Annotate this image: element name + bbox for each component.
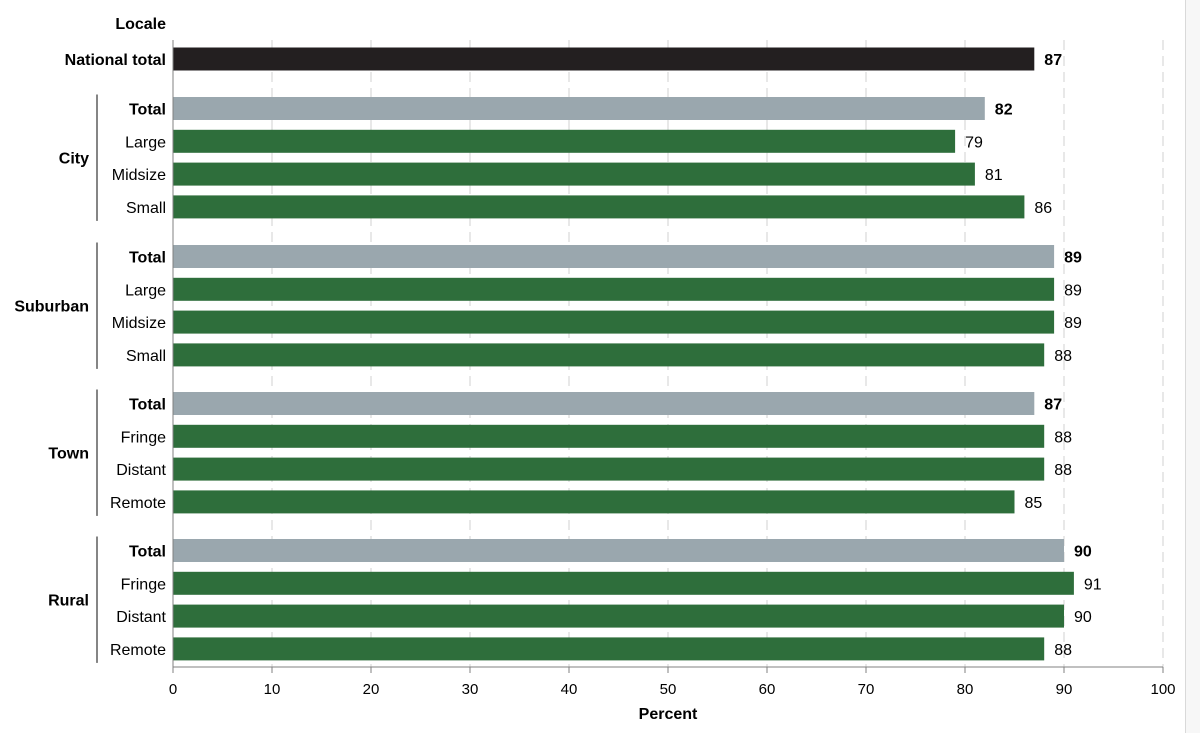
bar-city-small (173, 195, 1025, 219)
x-tick-label: 80 (957, 681, 974, 698)
category-label: Large (125, 282, 166, 299)
category-label: Large (125, 134, 166, 151)
bar-suburban-large (173, 277, 1055, 301)
data-label: 88 (1054, 462, 1072, 479)
x-tick-label: 70 (858, 681, 875, 698)
data-label: 91 (1084, 576, 1102, 593)
data-label: 87 (1044, 397, 1062, 414)
group-label: City (59, 151, 89, 168)
x-tick-label: 10 (264, 681, 281, 698)
bar-city-total (173, 97, 985, 120)
data-label: 89 (1064, 315, 1082, 332)
data-label: 88 (1054, 642, 1072, 659)
category-label: Total (129, 544, 166, 561)
bar-rural-total (173, 539, 1064, 562)
group-label: Suburban (14, 299, 89, 316)
bar-town-remote (173, 490, 1015, 514)
category-label: Total (129, 250, 166, 267)
window-edge (1185, 0, 1200, 733)
x-tick-label: 60 (759, 681, 776, 698)
category-label: Remote (110, 642, 166, 659)
bar-city-midsize (173, 162, 975, 186)
category-label: Remote (110, 495, 166, 512)
category-label: Midsize (112, 315, 166, 332)
data-label: 90 (1074, 609, 1092, 626)
data-label: 88 (1054, 348, 1072, 365)
data-label: 90 (1074, 544, 1092, 561)
category-label: Distant (116, 609, 166, 626)
bar-town-distant (173, 457, 1045, 481)
bar-national-total (173, 47, 1035, 71)
bar-rural-fringe (173, 571, 1074, 595)
x-axis: 0 10 20 30 40 50 60 70 80 90 100 (169, 40, 1176, 698)
x-tick-label: 0 (169, 681, 177, 698)
category-label: Distant (116, 462, 166, 479)
data-label: 86 (1034, 200, 1052, 217)
category-label: National total (65, 52, 166, 69)
data-label: 81 (985, 167, 1003, 184)
x-tick-label: 90 (1056, 681, 1073, 698)
category-label: Total (129, 397, 166, 414)
x-tick-label: 30 (462, 681, 479, 698)
category-label: Fringe (121, 576, 166, 593)
category-label: Small (126, 200, 166, 217)
bar-suburban-total (173, 245, 1055, 268)
bar-rural-distant (173, 604, 1064, 628)
x-tick-label: 20 (363, 681, 380, 698)
bar-town-total (173, 392, 1035, 415)
data-label: 85 (1025, 495, 1043, 512)
data-label: 82 (995, 102, 1013, 119)
data-label: 88 (1054, 429, 1072, 446)
category-axis-title: Locale (115, 16, 166, 33)
bars (173, 47, 1074, 661)
bar-suburban-small (173, 343, 1045, 367)
category-label: Small (126, 348, 166, 365)
x-tick-label: 40 (561, 681, 578, 698)
bar-suburban-midsize (173, 310, 1055, 334)
bar-city-large (173, 129, 956, 153)
data-label: 89 (1064, 250, 1082, 267)
bar-town-fringe (173, 424, 1045, 448)
data-label: 89 (1064, 282, 1082, 299)
labels: 87 National total 82 Total 79 Large 81 Midsize 8… (14, 52, 1102, 663)
data-label: 87 (1044, 52, 1062, 69)
data-label: 79 (965, 134, 983, 151)
x-tick-label: 50 (660, 681, 677, 698)
category-label: Total (129, 102, 166, 119)
x-axis-title: Percent (639, 706, 698, 723)
group-label: Rural (48, 593, 89, 610)
category-label: Fringe (121, 429, 166, 446)
x-tick-label: 100 (1150, 681, 1175, 698)
group-label: Town (48, 446, 89, 463)
category-label: Midsize (112, 167, 166, 184)
bar-rural-remote (173, 637, 1045, 661)
